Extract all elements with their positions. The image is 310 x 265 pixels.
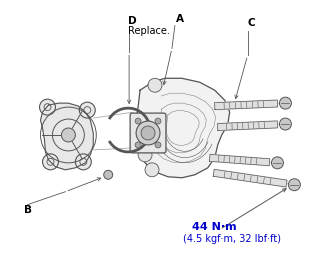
Circle shape (279, 118, 291, 130)
Circle shape (138, 148, 152, 162)
Circle shape (104, 170, 113, 179)
Text: Replace.: Replace. (128, 25, 170, 36)
Text: 44 N·m: 44 N·m (192, 222, 237, 232)
Circle shape (288, 179, 300, 191)
Circle shape (148, 78, 162, 92)
Circle shape (42, 154, 58, 170)
Text: (4.5 kgf·m, 32 lbf·ft): (4.5 kgf·m, 32 lbf·ft) (183, 235, 281, 244)
Polygon shape (135, 78, 230, 178)
Polygon shape (215, 100, 277, 110)
Circle shape (135, 118, 141, 124)
Polygon shape (213, 169, 287, 187)
Text: A: A (176, 14, 184, 24)
Circle shape (141, 126, 155, 140)
Circle shape (155, 142, 161, 148)
Circle shape (272, 157, 283, 169)
Polygon shape (218, 121, 278, 130)
Text: D: D (128, 16, 137, 26)
Polygon shape (210, 154, 270, 166)
Circle shape (61, 128, 75, 142)
Text: C: C (248, 17, 255, 28)
Polygon shape (41, 103, 93, 170)
Circle shape (136, 121, 160, 145)
Circle shape (155, 118, 161, 124)
Circle shape (39, 99, 55, 115)
Circle shape (135, 142, 141, 148)
Circle shape (75, 154, 91, 170)
Text: B: B (24, 205, 32, 215)
Circle shape (79, 102, 95, 118)
FancyBboxPatch shape (130, 113, 166, 153)
Circle shape (279, 97, 291, 109)
Circle shape (145, 163, 159, 177)
